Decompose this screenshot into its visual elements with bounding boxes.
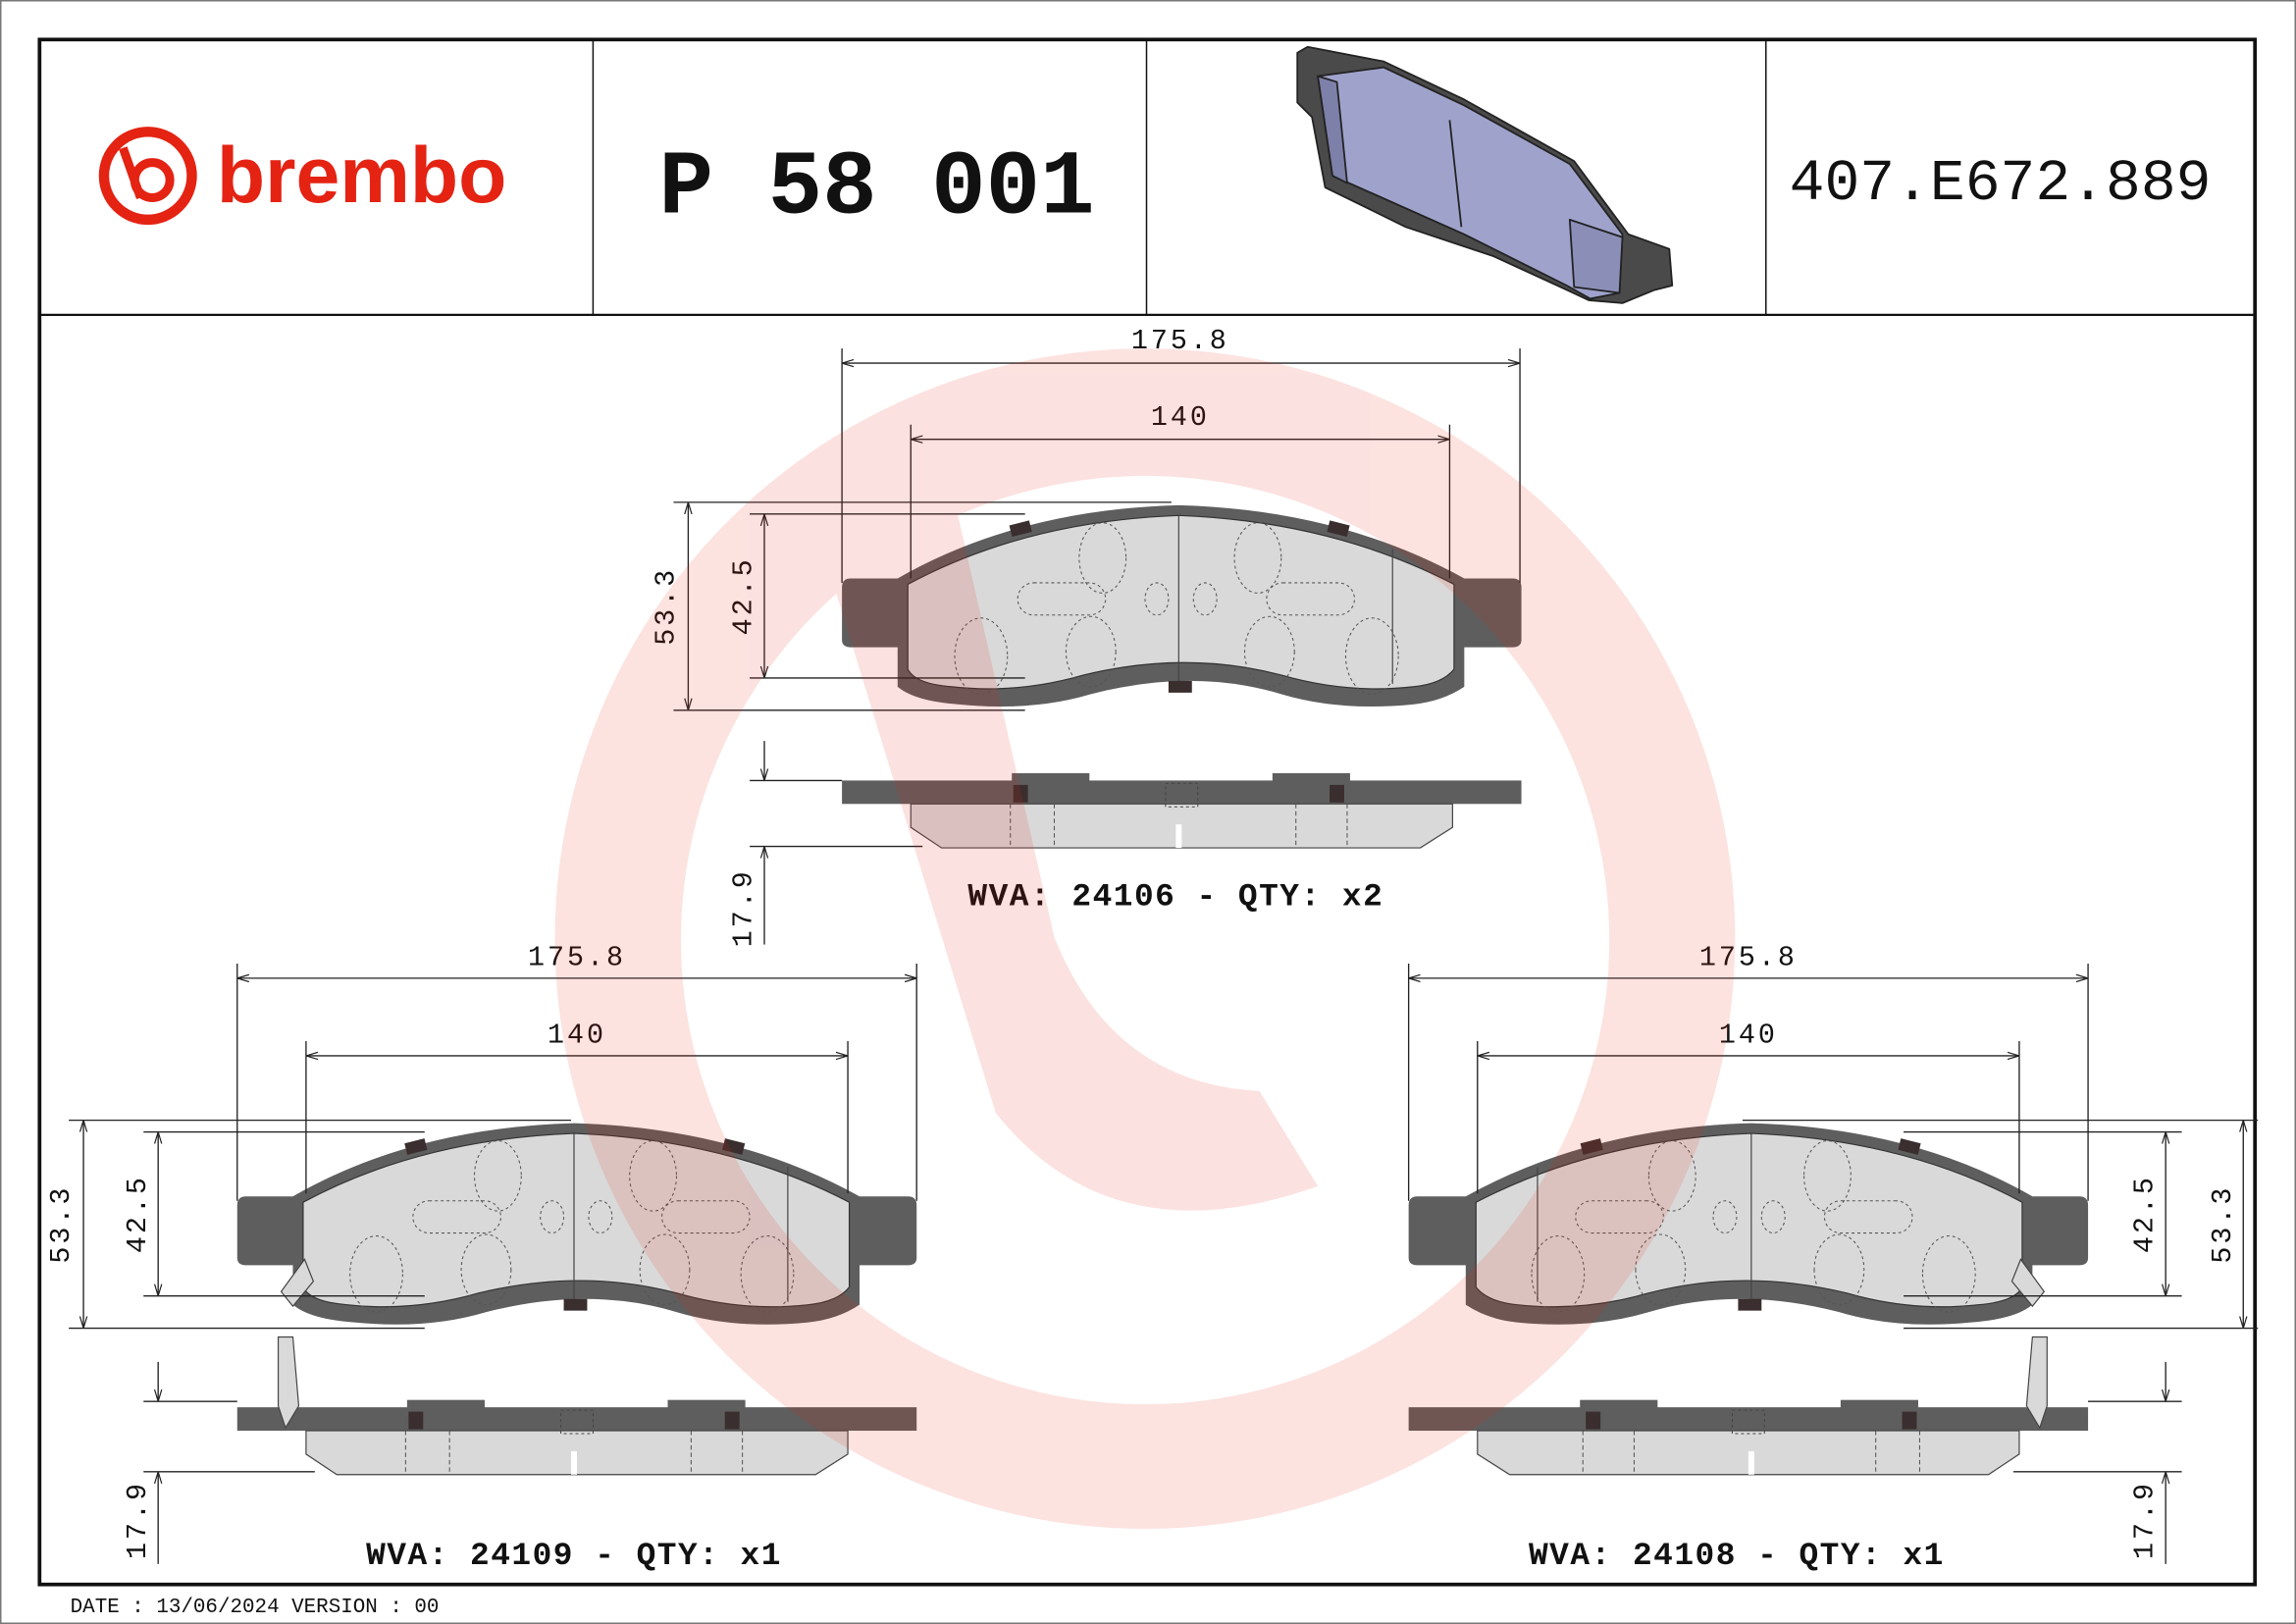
dim-friction-height: 42.5 xyxy=(122,1175,154,1253)
dim-overall-height: 53.3 xyxy=(650,567,682,646)
date-version: DATE : 13/06/2024 VERSION : 00 xyxy=(71,1597,440,1619)
brembo-watermark xyxy=(554,348,1736,1529)
wear-sensor xyxy=(277,1258,315,1430)
pad-view-bottom-left xyxy=(236,1122,917,1476)
dim-thickness: 17.9 xyxy=(122,1481,154,1559)
dim-friction-width: 140 xyxy=(1151,401,1210,434)
wva-label: WVA: 24108 - QTY: x1 xyxy=(1529,1538,1945,1574)
brand-name: brembo xyxy=(217,131,506,220)
dim-overall-height: 53.3 xyxy=(2207,1185,2239,1264)
wva-label: WVA: 24106 - QTY: x2 xyxy=(967,878,1383,915)
dim-overall-width: 175.8 xyxy=(528,941,626,973)
dim-thickness: 17.9 xyxy=(2129,1481,2162,1559)
wva-label: WVA: 24109 - QTY: x1 xyxy=(366,1538,782,1574)
brembo-logo: brembo xyxy=(98,127,506,226)
dimension-lines xyxy=(69,348,2259,1564)
dim-overall-width: 175.8 xyxy=(1131,325,1229,357)
dim-friction-width: 140 xyxy=(548,1020,606,1052)
dim-thickness: 17.9 xyxy=(728,868,760,947)
dim-overall-height: 53.3 xyxy=(45,1185,78,1264)
dim-friction-height: 42.5 xyxy=(728,556,760,635)
part-number: P 58 001 xyxy=(659,136,1095,239)
pad-view-bottom-right xyxy=(1407,1122,2089,1476)
dim-friction-height: 42.5 xyxy=(2129,1175,2162,1253)
dim-friction-width: 140 xyxy=(1719,1020,1778,1052)
reference-code: 407.E672.889 xyxy=(1790,150,2212,217)
brembo-logo-icon xyxy=(98,127,197,226)
pad-isometric-image xyxy=(1296,45,1674,304)
dim-overall-width: 175.8 xyxy=(1699,941,1798,973)
